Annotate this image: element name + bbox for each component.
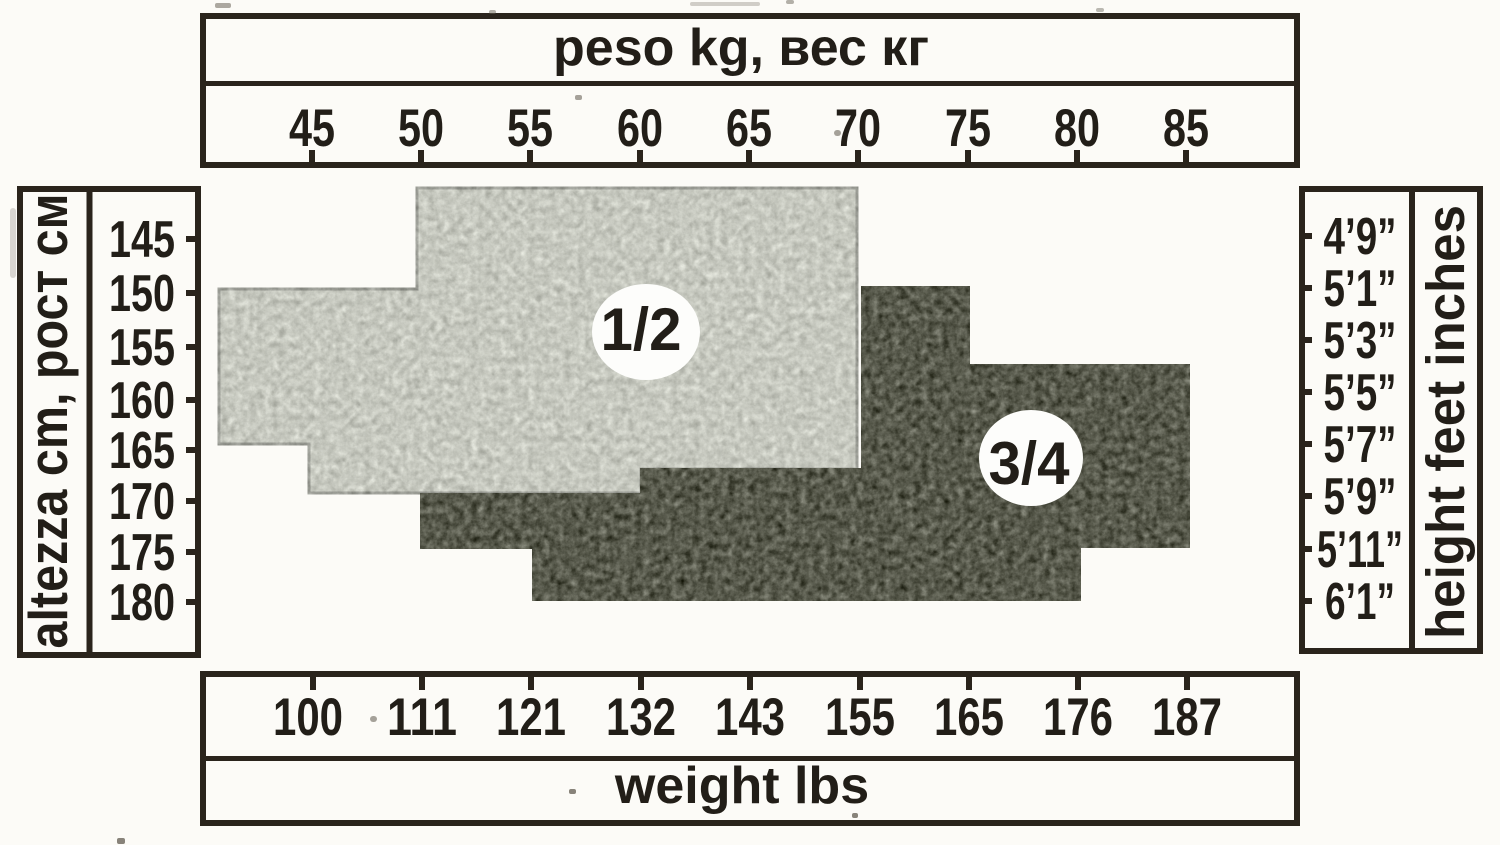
svg-text:155: 155 (109, 319, 175, 377)
svg-text:80: 80 (1054, 99, 1100, 158)
svg-text:111: 111 (387, 688, 457, 747)
svg-text:55: 55 (507, 99, 553, 158)
svg-text:1/2: 1/2 (601, 296, 682, 363)
svg-text:100: 100 (273, 688, 343, 747)
svg-text:65: 65 (726, 99, 772, 158)
svg-text:5’3”: 5’3” (1324, 312, 1397, 370)
svg-text:70: 70 (835, 99, 881, 158)
svg-text:160: 160 (109, 372, 175, 430)
svg-text:187: 187 (1152, 688, 1222, 747)
svg-text:85: 85 (1163, 99, 1209, 158)
svg-text:5’1”: 5’1” (1324, 260, 1397, 318)
svg-text:165: 165 (934, 688, 1004, 747)
svg-text:60: 60 (617, 99, 663, 158)
svg-text:121: 121 (496, 688, 566, 747)
svg-text:5’11”: 5’11” (1317, 521, 1403, 579)
svg-text:145: 145 (109, 211, 175, 269)
svg-text:176: 176 (1043, 688, 1113, 747)
svg-text:altezza cm, рост см: altezza cm, рост см (17, 194, 79, 649)
svg-text:150: 150 (109, 265, 175, 323)
svg-text:45: 45 (289, 99, 335, 158)
svg-text:weight lbs: weight lbs (614, 757, 869, 815)
svg-text:3/4: 3/4 (989, 430, 1071, 497)
svg-text:155: 155 (825, 688, 895, 747)
svg-text:height feet inches: height feet inches (1416, 205, 1476, 639)
svg-text:75: 75 (945, 99, 991, 158)
svg-text:5’9”: 5’9” (1324, 468, 1397, 526)
svg-text:165: 165 (109, 422, 175, 480)
svg-text:5’5”: 5’5” (1324, 364, 1397, 422)
svg-text:143: 143 (715, 688, 785, 747)
svg-text:5’7”: 5’7” (1324, 416, 1397, 474)
svg-text:170: 170 (109, 473, 175, 531)
svg-text:6’1”: 6’1” (1325, 573, 1395, 631)
svg-text:peso kg, вес кг: peso kg, вес кг (553, 19, 929, 77)
svg-text:50: 50 (398, 99, 444, 158)
svg-text:4’9”: 4’9” (1324, 208, 1397, 266)
svg-text:180: 180 (109, 574, 175, 632)
svg-text:132: 132 (606, 688, 676, 747)
svg-text:175: 175 (109, 524, 175, 582)
